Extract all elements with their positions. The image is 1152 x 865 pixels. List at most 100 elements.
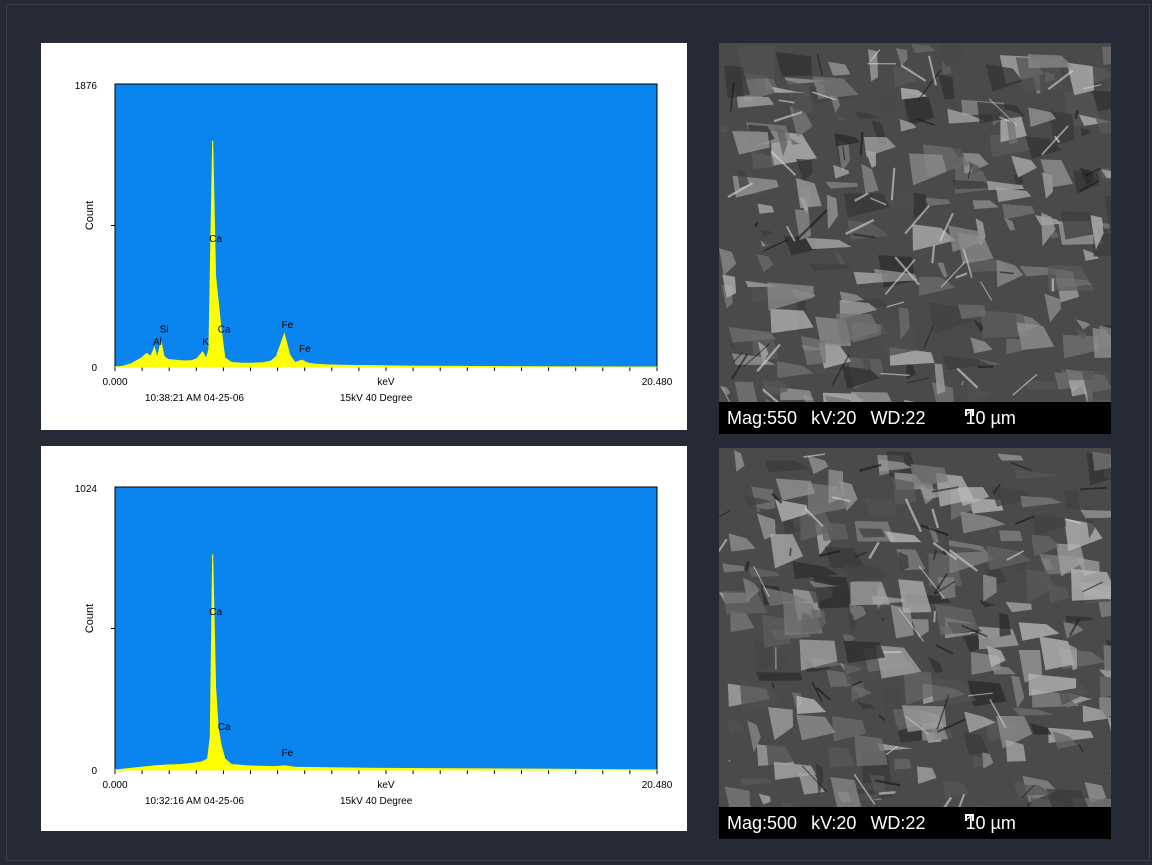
- sem-texture-2: [719, 448, 1111, 839]
- sem-grain: [898, 579, 932, 613]
- y-axis-label: Count: [84, 201, 96, 230]
- sem-crack: [796, 209, 828, 240]
- sem-crack: [771, 682, 775, 688]
- sem-crack: [853, 233, 876, 239]
- sem-crack: [935, 644, 954, 655]
- sem-crack: [859, 463, 882, 472]
- sem-crack: [885, 745, 898, 756]
- sem-grain: [923, 197, 951, 206]
- sem-crack: [854, 192, 869, 202]
- sem-grain: [790, 138, 803, 145]
- sem-crack: [884, 258, 916, 295]
- sem-crack: [904, 204, 931, 235]
- sem-crack: [851, 680, 863, 687]
- sem-grain: [916, 210, 954, 226]
- sem-crack: [1012, 373, 1038, 396]
- sem-grain: [956, 487, 990, 507]
- sem-grain: [857, 528, 886, 538]
- peak-label-fe: Fe: [282, 320, 294, 331]
- sem-crack: [894, 256, 920, 286]
- sem-grain: [820, 522, 849, 542]
- sem-grain: [1012, 707, 1054, 716]
- sem-grain: [1101, 169, 1111, 179]
- sem-crack: [980, 281, 993, 301]
- sem-crack: [778, 99, 795, 104]
- sem-grain: [1078, 114, 1111, 126]
- sem-crack: [1078, 744, 1084, 753]
- sem-grain: [910, 464, 949, 487]
- sem-crack: [753, 566, 770, 598]
- sem-grain: [756, 513, 776, 540]
- sem-crack: [886, 301, 905, 308]
- sem-grain: [719, 385, 731, 396]
- sem-grain: [912, 224, 956, 251]
- sem-crack: [754, 222, 759, 228]
- sem-grain: [991, 665, 1016, 675]
- sem-crack: [719, 538, 728, 553]
- sem-grain: [1005, 601, 1032, 613]
- sem-grain: [1011, 155, 1037, 178]
- sem-grain: [852, 685, 872, 698]
- sem-scale-label-2: 10 µm: [965, 812, 1016, 833]
- sem-grain: [799, 639, 838, 671]
- sem-crack: [733, 352, 743, 363]
- sem-grain: [730, 610, 755, 633]
- sem-crack: [1082, 581, 1104, 593]
- sem-grain: [977, 101, 1025, 124]
- sem-crack: [1074, 109, 1079, 120]
- sem-grain: [775, 654, 789, 673]
- sem-grain: [898, 307, 910, 340]
- sem-crack: [743, 342, 771, 367]
- sem-grain: [832, 716, 866, 742]
- sem-crack: [1053, 135, 1061, 144]
- sem-grain: [1052, 731, 1078, 749]
- sem-grain: [1047, 265, 1096, 292]
- sem-crack: [956, 367, 979, 389]
- acquisition-timestamp: 10:32:16 AM 04-25-06: [145, 796, 244, 807]
- sem-grain: [754, 640, 774, 674]
- sem-grain: [972, 200, 999, 210]
- sem-grain: [1082, 371, 1111, 405]
- sem-grain: [1005, 739, 1026, 762]
- sem-grain: [1099, 669, 1111, 678]
- sem-crack: [918, 565, 945, 599]
- sem-grain: [854, 734, 888, 767]
- peak-label-fe: Fe: [282, 748, 294, 759]
- sem-crack: [962, 248, 973, 278]
- sem-grain: [943, 779, 970, 800]
- sem-grain: [1094, 116, 1111, 134]
- sem-grain: [1047, 583, 1070, 603]
- sem-grain: [944, 545, 984, 554]
- sem-grain: [1066, 62, 1095, 96]
- sem-grain: [872, 88, 898, 115]
- sem-grain: [796, 695, 827, 715]
- sem-grain: [760, 240, 771, 247]
- sem-grain: [928, 525, 939, 545]
- x-axis-label: keV: [377, 377, 395, 388]
- sem-crack: [1020, 784, 1035, 799]
- sem-grain: [911, 618, 929, 638]
- sem-grain: [726, 123, 740, 153]
- sem-grain: [978, 598, 996, 608]
- sem-crack: [785, 225, 796, 242]
- sem-crack: [931, 244, 936, 264]
- sem-grain: [1097, 599, 1111, 618]
- sem-crack: [931, 486, 959, 493]
- sem-grain: [931, 679, 977, 706]
- sem-crack: [917, 118, 936, 126]
- sem-grain: [1005, 338, 1023, 355]
- sem-crack: [869, 49, 881, 62]
- sem-grain: [999, 612, 1012, 637]
- peak-label-fe: Fe: [299, 344, 311, 355]
- sem-grain: [861, 163, 879, 194]
- sem-grain: [947, 108, 985, 124]
- sem-grain: [963, 732, 989, 755]
- sem-grain: [801, 344, 840, 351]
- sem-crack: [878, 791, 896, 795]
- sem-grain: [880, 321, 918, 358]
- sem-grain: [908, 153, 947, 186]
- sem-grain: [1014, 784, 1053, 797]
- eds-spectrum-chart-1: 1876 0 Count 0.000 20.480 keV 10:38:21 AM 04-2…: [75, 81, 673, 404]
- sem-grain: [1099, 676, 1111, 698]
- sem-crack: [831, 354, 850, 386]
